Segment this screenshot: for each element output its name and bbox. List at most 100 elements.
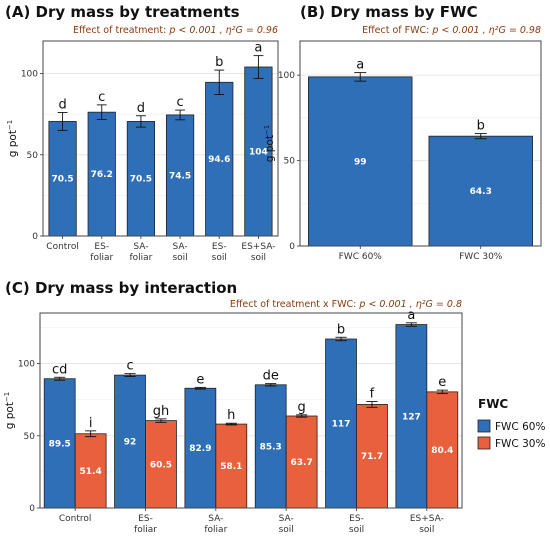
value-label: 99 <box>354 157 367 167</box>
panel-border <box>42 40 279 237</box>
value-label: 70.5 <box>51 175 73 185</box>
panel-border <box>39 312 463 509</box>
bar <box>428 135 533 247</box>
significance-letter: b <box>215 55 223 70</box>
x-tick-label: ES- <box>94 242 109 252</box>
x-tick-label: foliar <box>204 525 227 535</box>
panel-0: (A) Dry mass by treatments Effect of trea… <box>5 3 279 263</box>
value-label: 104 <box>249 148 268 158</box>
bar-fwc60 <box>184 387 217 509</box>
panel-title: (C) Dry mass by interaction <box>5 279 237 297</box>
y-tick-label: 50 <box>27 151 39 161</box>
y-axis-label: g pot−1 <box>263 125 276 163</box>
x-tick-label: FWC 60% <box>339 252 383 262</box>
significance-letter: c <box>98 90 105 105</box>
panel-subtitle: Effect of treatment x FWC: p < 0.001 , η… <box>230 299 462 310</box>
significance-letter: c <box>126 359 133 374</box>
legend-title: FWC <box>478 397 508 411</box>
value-label: 94.6 <box>208 155 230 165</box>
x-tick-label: SA- <box>208 514 223 524</box>
x-tick-label: soil <box>279 525 294 535</box>
y-axis-label-text: g pot <box>264 135 276 162</box>
value-label: 64.3 <box>470 187 492 197</box>
value-label: 127 <box>402 412 421 422</box>
legend-label: FWC 60% <box>495 421 545 433</box>
value-label: 92 <box>124 438 137 448</box>
bar-fwc30 <box>74 433 107 509</box>
y-tick-label: 0 <box>289 242 295 252</box>
x-tick-label: ES- <box>138 514 153 524</box>
y-tick-label: 100 <box>21 70 38 80</box>
significance-letter: b <box>477 119 485 134</box>
bar <box>308 76 413 247</box>
value-label: 71.7 <box>361 452 383 462</box>
y-axis-label-sup: −1 <box>3 392 11 402</box>
panel-2: (C) Dry mass by interaction Effect of tre… <box>3 279 545 535</box>
significance-letter: gh <box>153 404 170 419</box>
x-tick-label: Control <box>46 242 79 252</box>
x-tick-label: ES- <box>349 514 364 524</box>
value-label: 117 <box>332 420 351 430</box>
y-axis-label-sup: −1 <box>263 125 271 135</box>
x-tick-label: ES+SA- <box>410 514 444 524</box>
bar <box>244 66 273 237</box>
value-label: 80.4 <box>431 446 453 456</box>
panel-title: (B) Dry mass by FWC <box>300 3 478 21</box>
x-tick-label: foliar <box>134 525 157 535</box>
subtitle-prefix: Effect of treatment: <box>73 25 169 36</box>
y-tick-label: 0 <box>32 232 38 242</box>
value-label: 60.5 <box>150 460 172 470</box>
y-tick-label: 100 <box>18 360 35 370</box>
significance-letter: i <box>89 416 93 431</box>
bar <box>48 121 77 237</box>
legend-swatch <box>477 436 491 450</box>
x-tick-label: foliar <box>129 253 152 263</box>
plot-background <box>40 313 462 508</box>
x-tick-label: foliar <box>90 253 113 263</box>
significance-letter: e <box>438 375 446 390</box>
significance-letter: f <box>370 387 375 402</box>
x-tick-label: soil <box>172 253 187 263</box>
x-tick-label: soil <box>212 253 227 263</box>
significance-letter: a <box>407 308 415 323</box>
y-axis-label-text: g pot <box>7 130 19 157</box>
value-label: 70.5 <box>130 175 152 185</box>
bar-fwc60 <box>43 378 76 509</box>
value-label: 82.9 <box>189 444 211 454</box>
bar <box>126 121 156 237</box>
subtitle-stats: p < 0.001 , η²G = 0.98 <box>431 25 541 36</box>
y-axis-label: g pot−1 <box>3 392 16 430</box>
value-label: 89.5 <box>49 439 71 449</box>
significance-letter: e <box>196 372 204 387</box>
bar <box>165 114 195 237</box>
significance-letter: h <box>227 408 235 423</box>
value-label: 58.1 <box>220 462 242 472</box>
significance-letter: a <box>254 41 262 56</box>
significance-letter: c <box>177 95 184 110</box>
bar-fwc30 <box>285 415 318 509</box>
subtitle-stats: p < 0.001 , η²G = 0.96 <box>168 25 278 36</box>
bar-fwc30 <box>215 423 248 509</box>
subtitle-stats: p < 0.001 , η²G = 0.8 <box>358 299 462 310</box>
significance-letter: a <box>356 58 364 73</box>
bar-fwc60 <box>254 384 287 509</box>
x-tick-label: Control <box>59 514 92 524</box>
significance-letter: cd <box>52 362 67 377</box>
significance-letter: g <box>298 400 306 415</box>
x-tick-label: SA- <box>133 242 148 252</box>
legend-label: FWC 30% <box>495 438 545 450</box>
subtitle-prefix: Effect of treatment x FWC: <box>230 299 360 310</box>
value-label: 74.5 <box>169 171 191 181</box>
significance-letter: b <box>337 322 345 337</box>
x-tick-label: ES- <box>212 242 227 252</box>
x-tick-label: ES+SA- <box>241 242 275 252</box>
x-tick-label: SA- <box>173 242 188 252</box>
plot-background <box>43 41 278 236</box>
x-tick-label: FWC 30% <box>459 252 503 262</box>
y-axis-label: g pot−1 <box>6 120 19 158</box>
value-label: 76.2 <box>91 170 113 180</box>
panel-title: (A) Dry mass by treatments <box>5 3 240 21</box>
x-tick-label: SA- <box>279 514 294 524</box>
value-label: 51.4 <box>80 467 102 477</box>
